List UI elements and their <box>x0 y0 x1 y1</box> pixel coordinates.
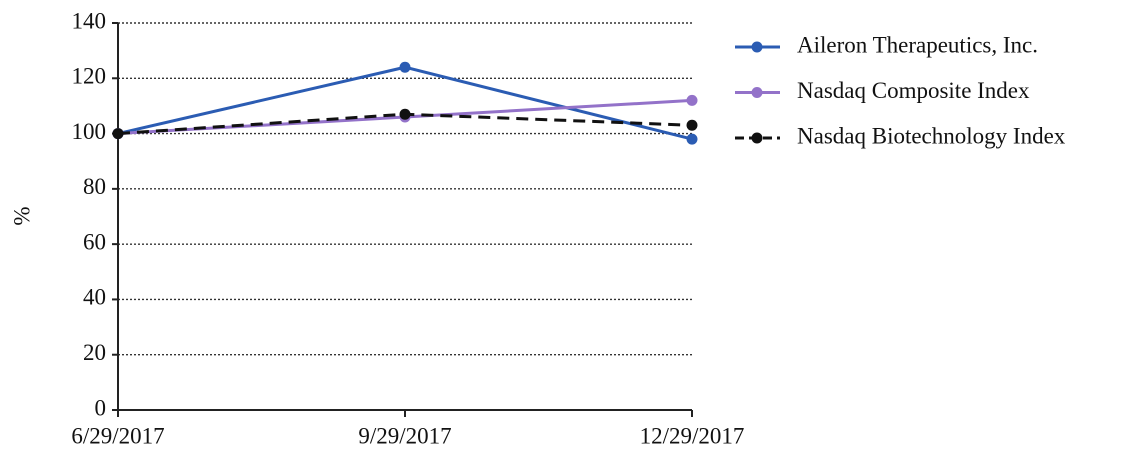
y-axis-label: % <box>9 206 34 225</box>
y-tick-label: 60 <box>83 229 106 254</box>
legend-label: Aileron Therapeutics, Inc. <box>797 32 1038 57</box>
series-point <box>686 94 698 106</box>
series-point <box>399 108 411 120</box>
y-tick-label: 120 <box>72 64 107 89</box>
y-tick-label: 140 <box>72 8 107 33</box>
legend-label: Nasdaq Composite Index <box>797 78 1030 103</box>
x-tick-label: 12/29/2017 <box>640 423 745 448</box>
series-point <box>686 119 698 131</box>
y-tick-label: 40 <box>83 285 106 310</box>
legend-marker <box>751 132 763 144</box>
y-tick-label: 0 <box>95 395 107 420</box>
series-point <box>399 61 411 73</box>
series-point <box>686 133 698 145</box>
series-point <box>112 128 124 140</box>
legend-marker <box>751 87 763 98</box>
legend-marker <box>751 41 763 53</box>
y-tick-label: 80 <box>83 174 106 199</box>
y-tick-label: 100 <box>72 119 107 144</box>
x-tick-label: 9/29/2017 <box>358 423 451 448</box>
y-tick-label: 20 <box>83 340 106 365</box>
x-tick-label: 6/29/2017 <box>71 423 164 448</box>
legend-label: Nasdaq Biotechnology Index <box>797 123 1066 148</box>
